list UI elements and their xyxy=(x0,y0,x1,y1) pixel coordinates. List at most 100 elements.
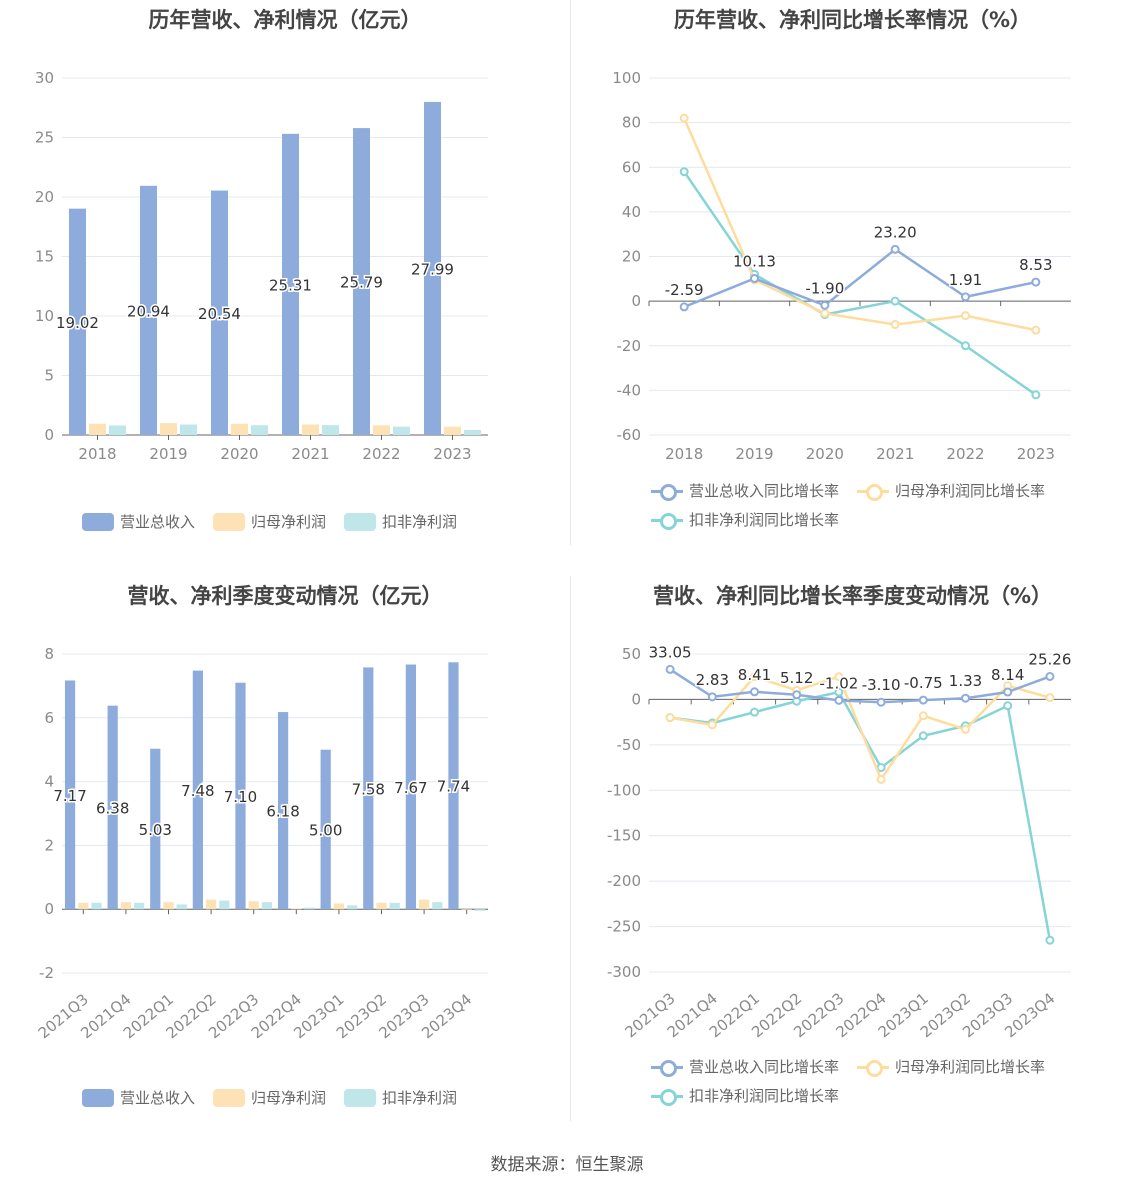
data-point xyxy=(961,292,970,302)
legend-label: 扣非净利润同比增长率 xyxy=(689,1087,840,1105)
data-label: -3.10 xyxy=(862,676,901,694)
legend-item[interactable]: 扣非净利润同比增长率 xyxy=(651,509,839,530)
data-point xyxy=(890,296,900,306)
data-label: 27.99 xyxy=(411,260,454,278)
x-tick-label: 2020 xyxy=(806,445,844,463)
x-tick-label: 2018 xyxy=(78,445,116,463)
legend-swatch xyxy=(651,1058,683,1077)
legend-item[interactable]: 归母净利润同比增长率 xyxy=(857,1056,1045,1077)
series-line xyxy=(669,668,1051,704)
data-point xyxy=(707,692,717,702)
legend: 营业总收入同比增长率 归母净利润同比增长率扣非净利润同比增长率 xyxy=(651,1056,1111,1106)
legend-item[interactable]: 扣非净利润 xyxy=(344,511,457,532)
legend-item[interactable]: 营业总收入同比增长率 xyxy=(651,1056,839,1077)
data-label: 5.00 xyxy=(309,821,342,839)
legend-label: 归母净利润同比增长率 xyxy=(895,1058,1046,1076)
data-point xyxy=(750,707,759,717)
data-point xyxy=(1031,390,1041,400)
legend: 营业总收入同比增长率 归母净利润同比增长率扣非净利润同比增长率 xyxy=(651,480,1111,530)
y-tick-label: -300 xyxy=(607,963,641,981)
chart-title: 营收、净利季度变动情况（亿元） xyxy=(127,584,443,608)
legend-swatch xyxy=(651,511,683,530)
data-label: 7.58 xyxy=(352,780,385,798)
data-point xyxy=(834,695,844,705)
y-tick-label: 20 xyxy=(622,248,641,266)
data-label: 25.79 xyxy=(340,274,383,292)
legend-label: 扣非净利润 xyxy=(382,1089,458,1107)
data-label: 20.94 xyxy=(127,302,170,320)
bar-revenue xyxy=(64,680,76,910)
bar-revenue xyxy=(140,185,157,435)
legend: 营业总收入 归母净利润 扣非净利润 xyxy=(82,511,457,532)
legend-label: 归母净利润同比增长率 xyxy=(895,482,1046,500)
legend-item[interactable]: 归母净利润 xyxy=(213,1087,326,1108)
bar-revenue xyxy=(277,712,289,910)
data-label: 5.12 xyxy=(780,669,813,687)
bar-parent-net xyxy=(333,903,345,910)
data-point xyxy=(1045,935,1055,945)
legend-swatch xyxy=(344,1088,377,1107)
data-point xyxy=(820,308,830,318)
y-tick-label: -40 xyxy=(617,381,642,399)
legend-label: 营业总收入 xyxy=(120,513,196,531)
bar-parent-net xyxy=(78,902,89,910)
data-point xyxy=(876,697,886,707)
data-point xyxy=(876,774,886,784)
data-label: 2.83 xyxy=(696,671,729,689)
annual-line-panel: 历年营收、净利同比增长率情况（%） -60 -40 -20 0 20 40 60 80 100 2… xyxy=(571,0,1134,545)
y-tick-label: 0 xyxy=(631,690,641,708)
data-label: 7.74 xyxy=(437,778,470,796)
data-label: 6.18 xyxy=(266,803,299,821)
bar-deducted-net xyxy=(304,907,315,910)
bar-deducted-net xyxy=(474,909,486,911)
bar-parent-net xyxy=(160,423,177,435)
data-point xyxy=(792,690,802,700)
bar-revenue xyxy=(107,705,118,910)
legend-item[interactable]: 营业总收入 xyxy=(82,1087,195,1108)
y-tick-label: 25 xyxy=(35,129,54,147)
divider xyxy=(570,0,571,545)
legend-item[interactable]: 归母净利润同比增长率 xyxy=(857,480,1045,501)
y-tick-label: -200 xyxy=(607,872,641,890)
bar-revenue xyxy=(363,667,374,910)
data-point xyxy=(918,695,928,705)
x-tick-label: 2021 xyxy=(291,445,329,463)
legend-item[interactable]: 扣非净利润 xyxy=(344,1087,457,1108)
data-point xyxy=(707,720,717,730)
bar-revenue xyxy=(282,133,299,435)
data-label: 25.31 xyxy=(269,276,312,294)
data-point xyxy=(665,713,675,723)
legend-label: 扣非净利润 xyxy=(382,513,458,531)
series-line xyxy=(683,247,1037,309)
data-label: 7.48 xyxy=(181,782,214,800)
data-label: 25.26 xyxy=(1028,650,1071,668)
legend-item[interactable]: 归母净利润 xyxy=(213,511,326,532)
data-point xyxy=(1003,701,1013,711)
data-point xyxy=(665,664,675,674)
data-label: -2.59 xyxy=(665,281,704,299)
annual-line-chart: -60 -40 -20 0 20 40 60 80 100 2018 2019 2020 2021 202… xyxy=(612,69,1071,463)
x-tick-label: 2019 xyxy=(735,445,773,463)
y-tick-label: -150 xyxy=(607,827,641,845)
x-tick-label: 2021 xyxy=(876,445,914,463)
bar-parent-net xyxy=(291,908,302,910)
legend-item[interactable]: 营业总收入 xyxy=(82,511,195,532)
legend-item[interactable]: 营业总收入同比增长率 xyxy=(651,480,839,501)
legend-label: 营业总收入同比增长率 xyxy=(689,1058,840,1076)
bar-deducted-net xyxy=(432,902,443,910)
y-tick-label: 4 xyxy=(44,773,54,791)
bar-deducted-net xyxy=(322,425,339,435)
y-tick-label: 0 xyxy=(631,292,641,310)
bar-parent-net xyxy=(418,899,430,910)
y-tick-label: 15 xyxy=(35,248,54,266)
legend-swatch xyxy=(82,512,114,531)
legend-swatch xyxy=(82,1088,114,1107)
bar-deducted-net xyxy=(91,902,102,910)
legend-item[interactable]: 扣非净利润同比增长率 xyxy=(651,1085,839,1106)
annual-bar-chart: 0 5 10 15 20 25 30 2018 2019 2020 2021 2022 2023 19.0… xyxy=(35,69,488,463)
data-label: 19.02 xyxy=(56,314,99,332)
quarter-line-chart: -300-250-200-150-100-500502021Q32021Q420… xyxy=(607,642,1073,1041)
bar-deducted-net xyxy=(176,904,187,910)
y-tick-label: 100 xyxy=(612,69,641,87)
x-tick-label: 2023 xyxy=(433,445,471,463)
